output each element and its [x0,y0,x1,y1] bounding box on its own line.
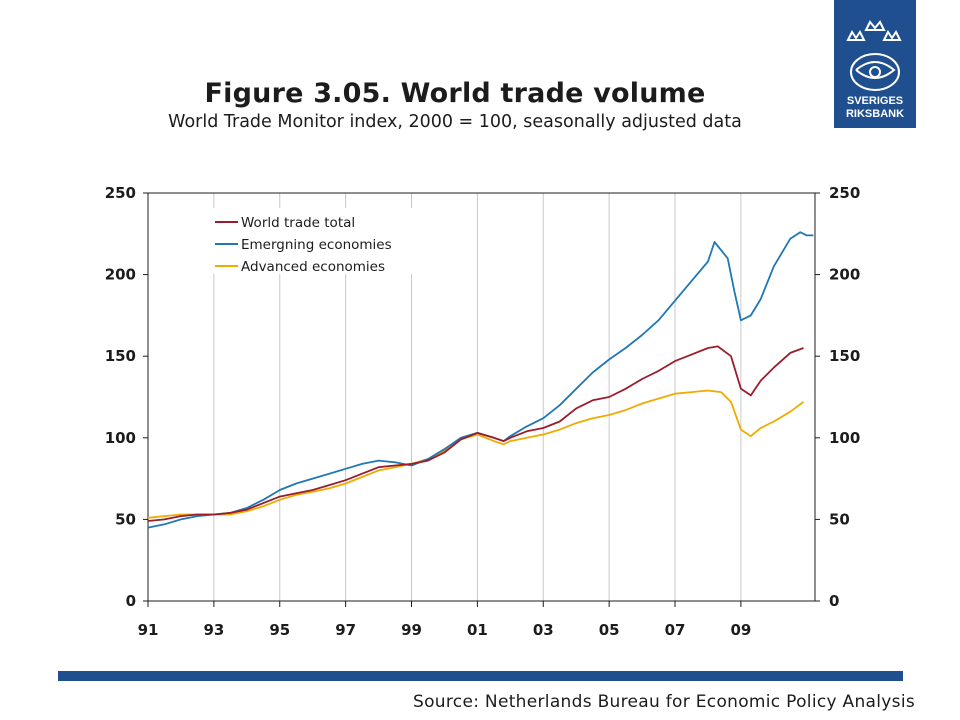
source-note: Source: Netherlands Bureau for Economic … [413,692,915,712]
riksbank-logo: SVERIGES RIKSBANK [834,0,916,128]
logo-background [834,0,916,128]
chart-subtitle: World Trade Monitor index, 2000 = 100, s… [168,112,742,132]
x-tick-label: 99 [401,621,422,639]
x-tick-label: 01 [467,621,488,639]
y-tick-label-right: 150 [829,347,860,365]
chart-title: Figure 3.05. World trade volume [204,78,706,109]
y-tick-label-right: 100 [829,429,860,447]
x-tick-label: 97 [335,621,356,639]
chart-title-block: Figure 3.05. World trade volume World Tr… [90,78,820,132]
footer-bar [58,671,903,681]
series-line [147,345,804,522]
x-tick-label: 05 [599,621,620,639]
legend-label: World trade total [241,215,355,231]
series-layer [147,231,814,529]
plot-frame [147,192,816,602]
x-tick-label: 07 [665,621,686,639]
x-tick-label: 93 [203,621,224,639]
y-tick-label-right: 200 [829,266,860,284]
y-tick-label-left: 100 [105,429,136,447]
legend-box [212,208,424,274]
series-line [147,231,814,529]
legend: World trade total Emergning economies Adva… [212,208,424,275]
y-tick-label-left: 250 [105,184,136,202]
y-tick-label-left: 150 [105,347,136,365]
logo-text-line1: SVERIGES [847,95,903,107]
y-tick-label-left: 0 [126,592,136,610]
series-line [147,389,805,519]
x-tick-label: 91 [138,621,159,639]
crown-emblem-icon [846,20,902,91]
legend-label: Emergning economies [241,237,392,253]
logo-text-line2: RIKSBANK [846,108,904,120]
y-tick-label-left: 50 [115,510,136,528]
legend-label: Advanced economies [241,259,385,275]
x-tick-label: 95 [269,621,290,639]
y-tick-label-right: 50 [829,510,850,528]
y-tick-label-left: 200 [105,266,136,284]
x-tick-label: 09 [730,621,751,639]
y-tick-label-right: 250 [829,184,860,202]
y-tick-label-right: 0 [829,592,839,610]
x-tick-label: 03 [533,621,554,639]
